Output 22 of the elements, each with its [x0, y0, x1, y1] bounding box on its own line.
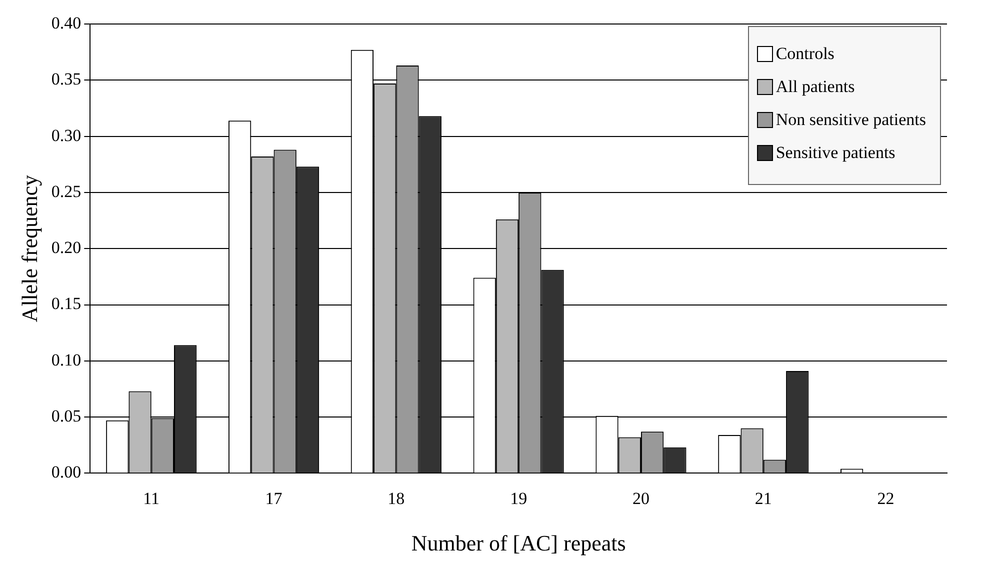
y-tick-label: 0.00	[51, 462, 82, 482]
legend-label: Non sensitive patients	[776, 110, 926, 130]
y-tick-label: 0.30	[51, 126, 82, 145]
y-tick-label: 0.25	[51, 182, 82, 201]
legend-label: Controls	[776, 44, 834, 64]
y-tick-label: 0.35	[51, 70, 82, 89]
y-tick-label: 0.05	[51, 406, 82, 426]
x-tick-label: 11	[143, 488, 160, 508]
x-tick-label: 22	[877, 488, 894, 508]
x-tick-label: 17	[265, 488, 283, 508]
x-axis-title: Number of [AC] repeats	[411, 530, 626, 556]
x-tick-label: 18	[388, 488, 405, 508]
x-tick-label: 19	[510, 488, 528, 508]
legend-label: Sensitive patients	[776, 143, 896, 163]
y-tick-label: 0.10	[51, 350, 82, 370]
x-tick-label: 20	[632, 488, 650, 508]
y-axis-title: Allele frequency	[16, 175, 42, 322]
y-tick-label: 0.15	[51, 294, 82, 314]
y-tick-label: 0.40	[51, 13, 82, 32]
y-tick-label: 0.20	[51, 238, 82, 258]
legend-label: All patients	[776, 77, 855, 97]
x-tick-label: 21	[754, 488, 772, 508]
